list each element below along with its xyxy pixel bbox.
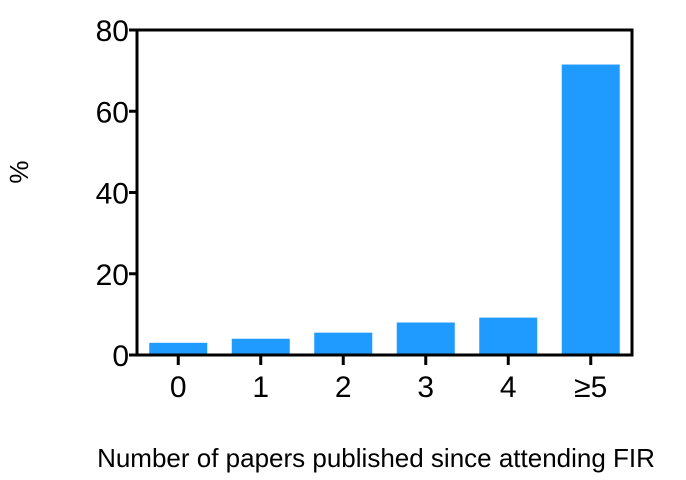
y-tick-label: 80	[96, 15, 129, 48]
y-axis-title: %	[4, 160, 34, 183]
y-tick-label: 0	[112, 340, 129, 373]
x-axis-title: Number of papers published since attendi…	[97, 443, 655, 473]
bar-4	[479, 317, 538, 354]
y-tick-label: 60	[96, 96, 129, 129]
x-tick-label: 4	[500, 371, 517, 404]
plot-frame	[135, 28, 634, 357]
bar-2	[314, 332, 373, 354]
bars-group	[149, 64, 620, 354]
y-tick-label: 20	[96, 259, 129, 292]
x-tick-label: ≥5	[574, 371, 607, 404]
x-tick-label: 1	[252, 371, 269, 404]
x-tick-label: 0	[170, 371, 187, 404]
plot-border	[135, 28, 634, 357]
x-tick-label: 3	[417, 371, 434, 404]
x-tick-label: 2	[335, 371, 352, 404]
bar-1	[231, 338, 290, 354]
bar-3	[396, 322, 455, 354]
y-tick-label: 40	[96, 178, 129, 211]
bar-0	[149, 342, 208, 354]
bar-5	[561, 64, 620, 354]
y-axis-ticks: 0 20 40 60 80	[96, 15, 137, 373]
x-axis-ticks: 0 1 2 3 4 ≥5	[170, 355, 607, 404]
